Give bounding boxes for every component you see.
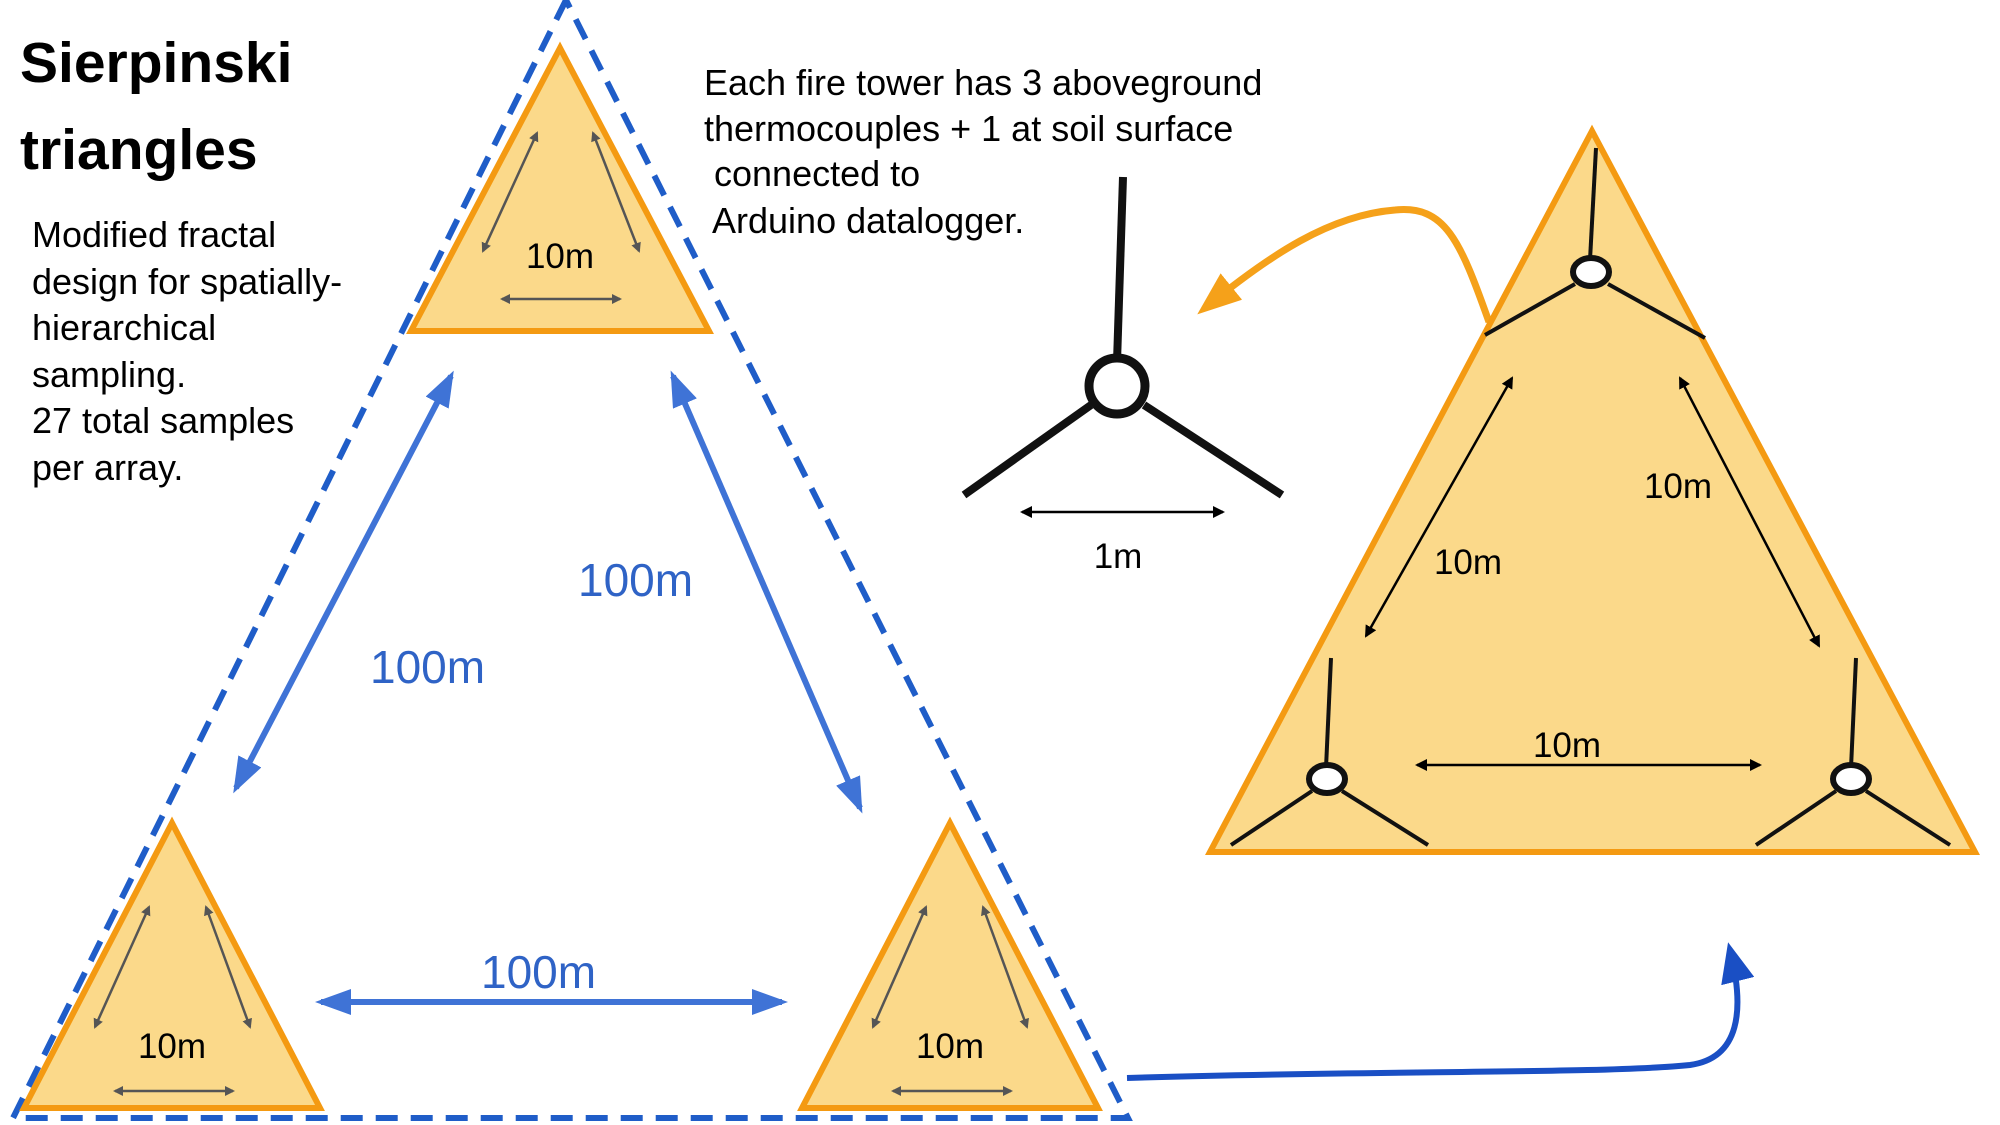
description-line-6: per array. [32, 447, 183, 488]
title-line-2: triangles [20, 118, 258, 182]
description-line-3: hierarchical [32, 307, 216, 348]
description-line-5: 27 total samples [32, 400, 294, 441]
detail-right-label: 10m [1644, 467, 1712, 506]
detail-triangle: 10m 10m 10m [1210, 131, 1975, 852]
tower-note-line-2: thermocouples + 1 at soil surface [704, 108, 1233, 149]
title-line-1: Sierpinski [20, 31, 292, 95]
small-triangle-bottom-right-label: 10m [916, 1027, 984, 1066]
left-spacing-label: 100m [370, 641, 485, 693]
small-triangle-bottom-left-label: 10m [138, 1027, 206, 1066]
blue-curved-arrow [1127, 950, 1737, 1078]
description-line-1: Modified fractal [32, 214, 276, 255]
detail-left-label: 10m [1434, 543, 1502, 582]
tower-note-line-4: Arduino datalogger. [712, 200, 1024, 241]
orange-curved-arrow [1205, 210, 1489, 322]
right-spacing-label: 100m [578, 554, 693, 606]
tower-note-line-3: connected to [704, 153, 920, 194]
bottom-spacing-label: 100m [481, 946, 596, 998]
small-triangle-top-label: 10m [526, 237, 594, 276]
detail-bottom-label: 10m [1533, 726, 1601, 765]
description-line-4: sampling. [32, 354, 186, 395]
small-triangle-bottom-left: 10m [24, 823, 320, 1108]
tower-scale-label: 1m [1094, 537, 1143, 576]
tower-note-line-1: Each fire tower has 3 aboveground [704, 62, 1262, 103]
right-spacing-arrow [673, 376, 860, 808]
description-line-2: design for spatially- [32, 261, 342, 302]
